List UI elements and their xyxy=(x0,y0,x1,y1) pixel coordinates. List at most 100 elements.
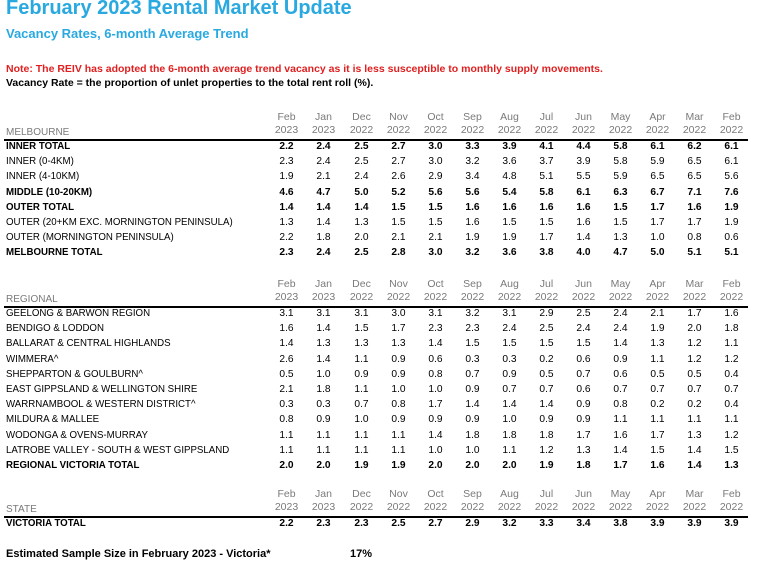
value-cell: 6.5 xyxy=(687,171,702,183)
value-cell: 3.4 xyxy=(465,171,480,183)
value-cell: 5.1 xyxy=(539,171,554,183)
table-row: SHEPPARTON & GOULBURN^ 0.5 1.0 0.9 0.9 0.8 0.7… xyxy=(0,368,762,383)
column-header: Dec 2022 xyxy=(343,278,380,304)
value-cell: 2.0 xyxy=(428,459,443,471)
melbourne-section: MELBOURNE Feb 2023 Jan 2023 Dec 2022 Nov 2022 Oct… xyxy=(0,110,762,262)
value-cell: 1.4 xyxy=(279,338,294,350)
column-month: Sep xyxy=(463,111,482,123)
value-cell: 5.9 xyxy=(613,171,628,183)
value-cell: 1.4 xyxy=(687,459,702,471)
value-cell: 1.4 xyxy=(613,338,628,350)
value-cell: 3.9 xyxy=(576,156,591,168)
value-cell: 2.4 xyxy=(316,247,331,259)
row-label: WIMMERA^ xyxy=(6,353,59,365)
row-label: MILDURA & MALLEE xyxy=(6,414,100,426)
value-cell: 4.7 xyxy=(316,186,331,198)
row-label: OUTER TOTAL xyxy=(6,201,74,213)
value-cell: 2.7 xyxy=(391,156,406,168)
row-label: INNER (0-4KM) xyxy=(6,156,74,168)
methodology-note: Note: The REIV has adopted the 6-month a… xyxy=(6,63,603,75)
section-header: MELBOURNE Feb 2023 Jan 2023 Dec 2022 Nov 2022 Oct… xyxy=(0,110,762,141)
column-header: Jul 2022 xyxy=(528,278,565,304)
value-cell: 0.5 xyxy=(687,368,702,380)
value-cell: 1.1 xyxy=(354,444,369,456)
value-cell: 0.5 xyxy=(279,368,294,380)
value-cell: 0.6 xyxy=(428,353,443,365)
column-header: Jun 2022 xyxy=(565,278,602,304)
value-cell: 1.0 xyxy=(428,444,443,456)
value-cell: 2.0 xyxy=(465,459,480,471)
column-header: Apr 2022 xyxy=(639,278,676,304)
column-year: 2023 xyxy=(311,501,336,513)
header-rule xyxy=(4,516,748,518)
value-cell: 0.7 xyxy=(613,383,628,395)
header-rule xyxy=(4,139,748,141)
column-header: Sep 2022 xyxy=(454,488,491,514)
column-header: Aug 2022 xyxy=(491,111,528,137)
value-cell: 1.0 xyxy=(465,444,480,456)
value-cell: 3.2 xyxy=(465,308,480,319)
value-cell: 1.0 xyxy=(502,414,517,426)
column-month: Jan xyxy=(315,278,332,290)
column-month: Dec xyxy=(352,111,371,123)
value-cell: 3.2 xyxy=(465,247,480,259)
table-row: INNER (4-10KM) 1.9 2.1 2.4 2.6 2.9 3.4 4.8 5.1 5.… xyxy=(0,170,762,185)
value-cell: 5.8 xyxy=(613,141,628,152)
value-cell: 1.8 xyxy=(465,429,480,441)
column-year: 2022 xyxy=(386,124,411,136)
value-cell: 2.3 xyxy=(428,323,443,335)
value-cell: 0.9 xyxy=(316,414,331,426)
column-year: 2022 xyxy=(571,291,596,303)
value-cell: 2.2 xyxy=(279,232,294,244)
value-cell: 1.3 xyxy=(354,216,369,228)
column-month: Apr xyxy=(649,278,666,290)
value-cell: 3.9 xyxy=(502,141,517,152)
value-cell: 2.4 xyxy=(316,156,331,168)
value-cell: 2.4 xyxy=(613,308,628,319)
value-cell: 5.8 xyxy=(539,186,554,198)
column-year: 2022 xyxy=(349,291,374,303)
column-month: Mar xyxy=(685,278,704,290)
value-cell: 1.6 xyxy=(502,201,517,213)
value-cell: 0.7 xyxy=(650,383,665,395)
table-row: INNER (0-4KM) 2.3 2.4 2.5 2.7 3.0 3.2 3.6 3.7 3.9… xyxy=(0,155,762,170)
column-year: 2022 xyxy=(497,501,522,513)
value-cell: 0.8 xyxy=(391,399,406,411)
column-header: Feb 2023 xyxy=(268,488,305,514)
value-cell: 0.9 xyxy=(465,414,480,426)
value-cell: 1.3 xyxy=(687,429,702,441)
value-cell: 2.7 xyxy=(428,518,443,529)
value-cell: 1.6 xyxy=(465,201,480,213)
value-cell: 1.3 xyxy=(279,216,294,228)
value-cell: 0.3 xyxy=(316,399,331,411)
value-cell: 1.7 xyxy=(650,429,665,441)
column-year: 2022 xyxy=(460,124,485,136)
value-cell: 3.9 xyxy=(724,518,739,529)
value-cell: 1.4 xyxy=(316,353,331,365)
value-cell: 6.3 xyxy=(613,186,628,198)
value-cell: 0.3 xyxy=(279,399,294,411)
column-year: 2022 xyxy=(645,124,670,136)
table-row: WARRNAMBOOL & WESTERN DISTRICT^ 0.3 0.3 0.7… xyxy=(0,398,762,413)
column-year: 2022 xyxy=(386,291,411,303)
column-header: Oct 2022 xyxy=(417,278,454,304)
value-cell: 0.9 xyxy=(391,414,406,426)
value-cell: 1.2 xyxy=(687,338,702,350)
value-cell: 1.9 xyxy=(539,459,554,471)
value-cell: 2.4 xyxy=(613,323,628,335)
value-cell: 0.6 xyxy=(724,232,739,244)
value-cell: 5.0 xyxy=(650,247,665,259)
value-cell: 1.6 xyxy=(465,216,480,228)
column-header: Jan 2023 xyxy=(305,111,342,137)
value-cell: 0.8 xyxy=(613,399,628,411)
column-month: Feb xyxy=(277,488,296,500)
section-header: STATE Feb 2023 Jan 2023 Dec 2022 Nov 2022 Oct 2022… xyxy=(0,487,762,518)
value-cell: 6.5 xyxy=(650,171,665,183)
column-month: Feb xyxy=(277,111,296,123)
value-cell: 0.9 xyxy=(539,414,554,426)
column-year: 2022 xyxy=(719,291,744,303)
value-cell: 1.4 xyxy=(316,323,331,335)
value-cell: 2.4 xyxy=(354,171,369,183)
value-cell: 1.1 xyxy=(724,338,739,350)
column-month: Feb xyxy=(722,488,741,500)
